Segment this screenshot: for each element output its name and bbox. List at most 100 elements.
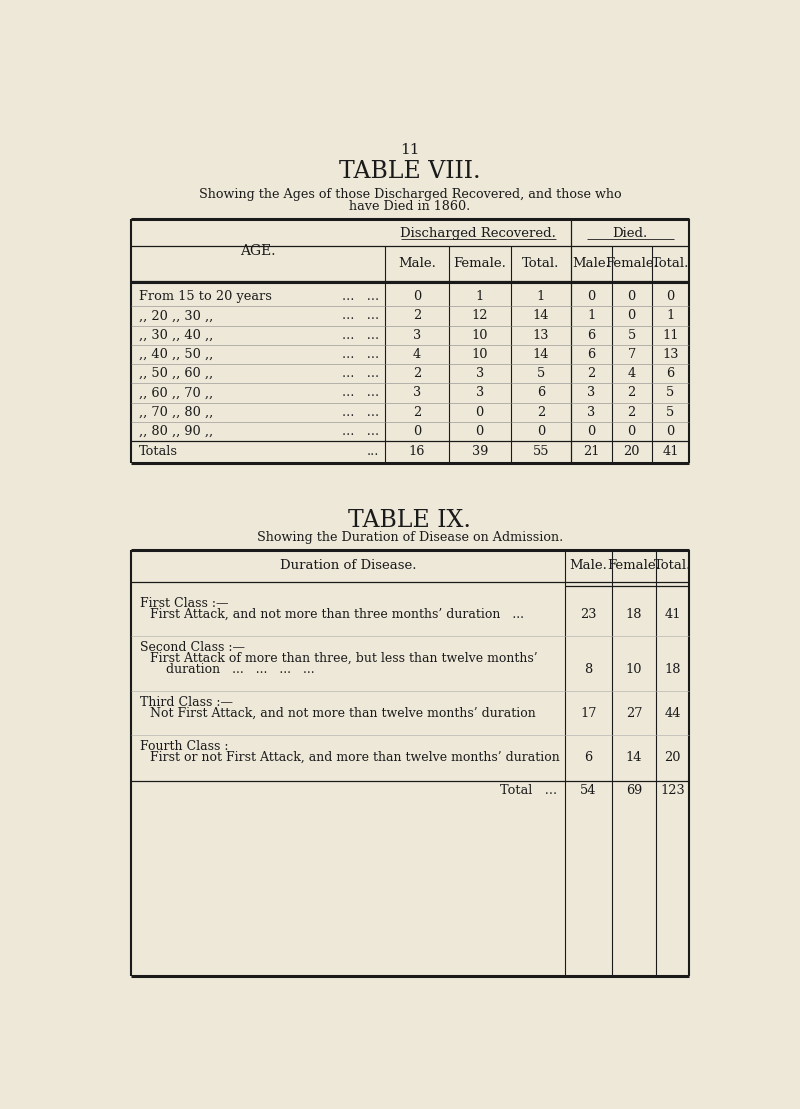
Text: 5: 5 — [666, 406, 674, 419]
Text: Third Class :—: Third Class :— — [140, 696, 234, 710]
Text: ,, 80 ,, 90 ,,: ,, 80 ,, 90 ,, — [138, 425, 213, 438]
Text: Female.: Female. — [454, 257, 506, 271]
Text: 2: 2 — [587, 367, 595, 380]
Text: Female.: Female. — [607, 559, 661, 572]
Text: 41: 41 — [662, 446, 678, 458]
Text: Second Class :—: Second Class :— — [140, 641, 246, 654]
Text: ...   ...: ... ... — [342, 406, 379, 419]
Text: Showing the Ages of those Discharged Recovered, and those who: Showing the Ages of those Discharged Rec… — [198, 189, 622, 201]
Text: 3: 3 — [587, 386, 595, 399]
Text: 0: 0 — [476, 425, 484, 438]
Text: ,, 60 ,, 70 ,,: ,, 60 ,, 70 ,, — [138, 386, 213, 399]
Text: Showing the Duration of Disease on Admission.: Showing the Duration of Disease on Admis… — [257, 531, 563, 543]
Text: 2: 2 — [537, 406, 545, 419]
Text: 3: 3 — [476, 386, 484, 399]
Text: 4: 4 — [627, 367, 636, 380]
Text: 4: 4 — [413, 348, 421, 360]
Text: duration   ...   ...   ...   ...: duration ... ... ... ... — [166, 662, 314, 675]
Text: 2: 2 — [627, 386, 636, 399]
Text: have Died in 1860.: have Died in 1860. — [350, 200, 470, 213]
Text: 41: 41 — [665, 608, 681, 621]
Text: First Attack, and not more than three months’ duration   ...: First Attack, and not more than three mo… — [150, 608, 524, 621]
Text: 55: 55 — [533, 446, 550, 458]
Text: Totals: Totals — [138, 446, 178, 458]
Text: 6: 6 — [584, 751, 592, 764]
Text: 14: 14 — [533, 348, 550, 360]
Text: 0: 0 — [627, 309, 636, 323]
Text: 13: 13 — [533, 328, 550, 342]
Text: 16: 16 — [409, 446, 425, 458]
Text: 14: 14 — [626, 751, 642, 764]
Text: 21: 21 — [583, 446, 600, 458]
Text: ...   ...: ... ... — [342, 309, 379, 323]
Text: 27: 27 — [626, 708, 642, 720]
Text: 123: 123 — [660, 784, 685, 797]
Text: 17: 17 — [580, 708, 597, 720]
Text: 11: 11 — [400, 143, 420, 157]
Text: Total   ...: Total ... — [500, 784, 558, 797]
Text: ,, 20 ,, 30 ,,: ,, 20 ,, 30 ,, — [138, 309, 213, 323]
Text: ,, 30 ,, 40 ,,: ,, 30 ,, 40 ,, — [138, 328, 213, 342]
Text: 0: 0 — [413, 425, 421, 438]
Text: Female.: Female. — [606, 257, 658, 271]
Text: ...   ...: ... ... — [342, 328, 379, 342]
Text: 3: 3 — [587, 406, 595, 419]
Text: 14: 14 — [533, 309, 550, 323]
Text: 20: 20 — [665, 751, 681, 764]
Text: 23: 23 — [580, 608, 597, 621]
Text: ,, 70 ,, 80 ,,: ,, 70 ,, 80 ,, — [138, 406, 213, 419]
Text: ...   ...: ... ... — [342, 291, 379, 303]
Text: 1: 1 — [666, 309, 674, 323]
Text: ...   ...: ... ... — [342, 386, 379, 399]
Text: 6: 6 — [537, 386, 545, 399]
Text: 2: 2 — [413, 406, 421, 419]
Text: 11: 11 — [662, 328, 678, 342]
Text: 5: 5 — [537, 367, 545, 380]
Text: Total.: Total. — [652, 257, 689, 271]
Text: 13: 13 — [662, 348, 678, 360]
Text: 0: 0 — [666, 425, 674, 438]
Text: Discharged Recovered.: Discharged Recovered. — [400, 227, 556, 241]
Text: 2: 2 — [627, 406, 636, 419]
Text: 12: 12 — [471, 309, 488, 323]
Text: ...   ...: ... ... — [342, 425, 379, 438]
Text: 6: 6 — [666, 367, 674, 380]
Text: ...: ... — [366, 446, 379, 458]
Text: 1: 1 — [476, 291, 484, 303]
Text: 5: 5 — [627, 328, 636, 342]
Text: Total.: Total. — [522, 257, 560, 271]
Text: 0: 0 — [587, 425, 595, 438]
Text: TABLE VIII.: TABLE VIII. — [339, 160, 481, 183]
Text: Male.: Male. — [398, 257, 436, 271]
Text: First Class :—: First Class :— — [140, 597, 229, 610]
Text: 0: 0 — [476, 406, 484, 419]
Text: 20: 20 — [623, 446, 640, 458]
Text: 6: 6 — [587, 328, 595, 342]
Text: 3: 3 — [476, 367, 484, 380]
Text: 2: 2 — [413, 367, 421, 380]
Text: ,, 40 ,, 50 ,,: ,, 40 ,, 50 ,, — [138, 348, 213, 360]
Text: 3: 3 — [413, 328, 421, 342]
Text: 2: 2 — [413, 309, 421, 323]
Text: 10: 10 — [626, 662, 642, 675]
Text: 1: 1 — [587, 309, 595, 323]
Text: 10: 10 — [471, 328, 488, 342]
Text: Male.: Male. — [570, 559, 607, 572]
Text: 18: 18 — [626, 608, 642, 621]
Text: 0: 0 — [627, 291, 636, 303]
Text: TABLE IX.: TABLE IX. — [349, 509, 471, 532]
Text: 3: 3 — [413, 386, 421, 399]
Text: From 15 to 20 years: From 15 to 20 years — [138, 291, 272, 303]
Text: 54: 54 — [580, 784, 597, 797]
Text: 0: 0 — [413, 291, 421, 303]
Text: ...   ...: ... ... — [342, 367, 379, 380]
Text: Total.: Total. — [654, 559, 691, 572]
Text: ...   ...: ... ... — [342, 348, 379, 360]
Text: Fourth Class :: Fourth Class : — [140, 741, 229, 753]
Text: 0: 0 — [537, 425, 545, 438]
Text: 0: 0 — [587, 291, 595, 303]
Text: 8: 8 — [584, 662, 592, 675]
Text: 69: 69 — [626, 784, 642, 797]
Text: 0: 0 — [666, 291, 674, 303]
Text: First Attack of more than three, but less than twelve months’: First Attack of more than three, but les… — [150, 652, 538, 664]
